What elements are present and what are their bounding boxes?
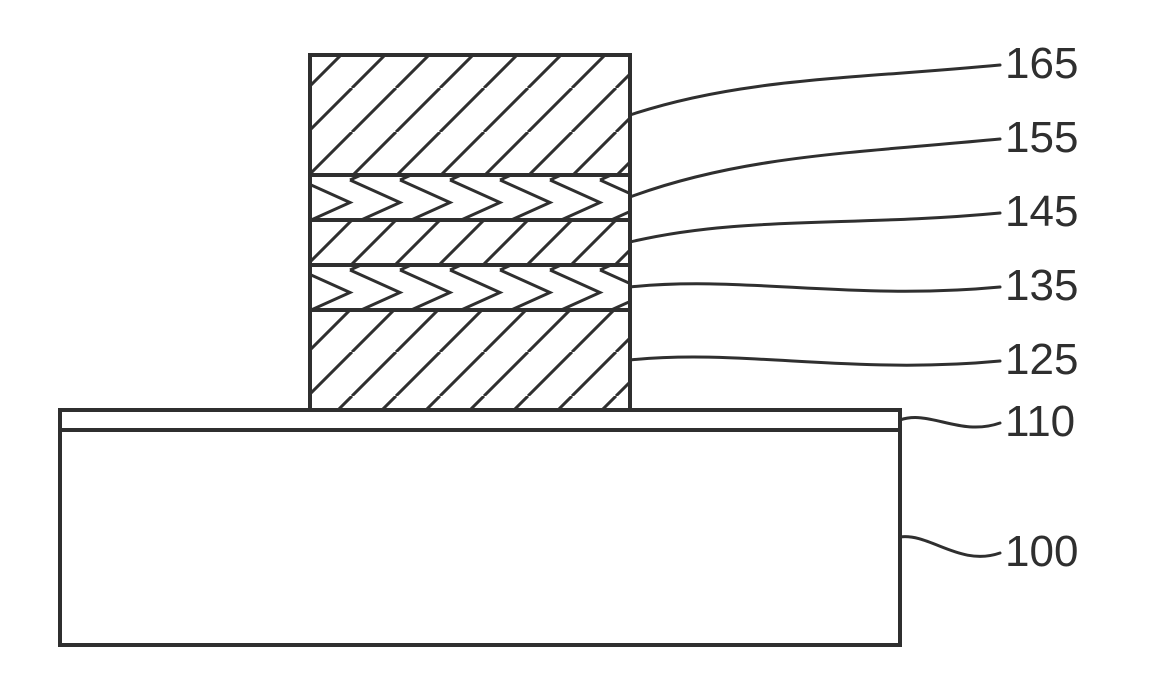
leader-l135	[630, 284, 1000, 292]
leader-l110	[900, 418, 1000, 428]
leader-l155	[630, 139, 1000, 197]
stack-layer-l155	[310, 175, 630, 220]
substrate-layer	[60, 430, 900, 645]
stack-layer-l165	[310, 55, 630, 175]
leader-l145	[630, 213, 1000, 242]
label-l100: 100	[1005, 527, 1078, 576]
label-l165: 165	[1005, 39, 1078, 88]
stack-layer-l125	[310, 310, 630, 410]
leader-l125	[630, 357, 1000, 365]
label-l155: 155	[1005, 113, 1078, 162]
stack-layer-l135	[310, 265, 630, 310]
leader-l100	[900, 537, 1000, 557]
thin-layer	[60, 410, 900, 430]
label-l135: 135	[1005, 261, 1078, 310]
leader-l165	[630, 65, 1000, 115]
label-l145: 145	[1005, 187, 1078, 236]
stack-layer-l145	[310, 220, 630, 265]
label-l110: 110	[1005, 397, 1075, 446]
label-l125: 125	[1005, 335, 1078, 384]
